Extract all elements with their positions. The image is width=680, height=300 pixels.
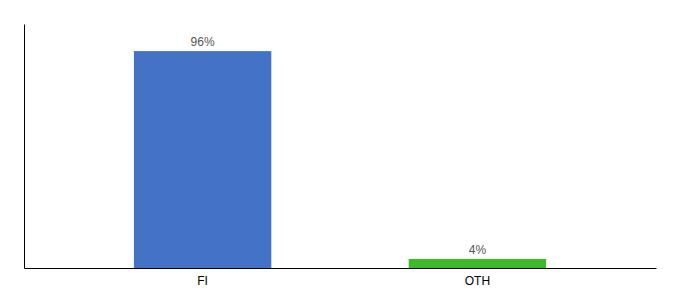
bar (409, 259, 546, 268)
x-axis: FI OTH (25, 268, 657, 288)
data-label: 96% (191, 35, 215, 49)
data-labels: 96% 4% (191, 35, 487, 257)
x-tick-label: FI (197, 274, 208, 288)
data-label: 4% (469, 243, 487, 257)
chart-container: FI OTH 96% 4% (0, 0, 680, 300)
x-axis-line (25, 268, 657, 269)
bar (134, 51, 271, 268)
x-tick: OTH (465, 268, 490, 288)
y-axis-line (24, 25, 25, 269)
y-axis (24, 25, 25, 269)
plot: FI OTH 96% 4% (25, 25, 657, 288)
x-tick: FI (197, 268, 208, 288)
x-tick-label: OTH (465, 274, 490, 288)
chart: FI OTH 96% 4% (0, 0, 680, 300)
bars (134, 51, 546, 268)
